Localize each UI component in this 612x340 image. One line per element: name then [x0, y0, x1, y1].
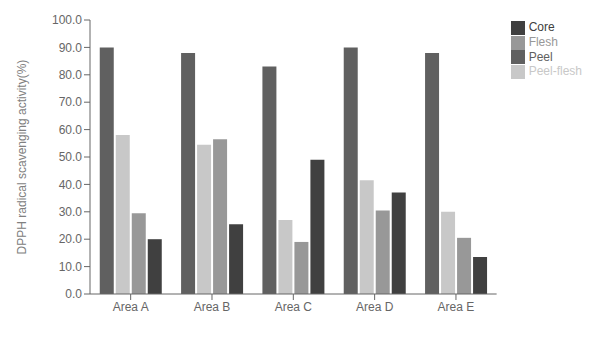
html-text:Peel: Peel	[528, 49, 553, 64]
svg-text:90.0: 90.0	[59, 41, 83, 55]
svg-text:Area B: Area B	[194, 300, 231, 314]
svg-text:Area A: Area A	[113, 300, 149, 314]
svg-text:20.0: 20.0	[59, 232, 83, 246]
html-text:Core: Core	[528, 20, 555, 34]
svg-text:60.0: 60.0	[59, 123, 83, 137]
svg-text:0.0: 0.0	[65, 287, 82, 301]
svg-text:80.0: 80.0	[59, 68, 83, 82]
html-text:Flesh: Flesh	[528, 34, 558, 49]
html-text:Peel-flesh: Peel-flesh	[528, 64, 582, 79]
svg-text:Area C: Area C	[275, 300, 313, 314]
svg-text:10.0: 10.0	[59, 260, 83, 274]
svg-text:70.0: 70.0	[59, 95, 83, 109]
svg-text:50.0: 50.0	[59, 150, 83, 164]
svg-text:Area E: Area E	[438, 300, 475, 314]
svg-text:Area D: Area D	[356, 300, 394, 314]
svg-text:DPPH radical scavenging activi: DPPH radical scavenging activity(%)	[15, 60, 29, 255]
svg-text:30.0: 30.0	[59, 205, 83, 219]
svg-text:100.0: 100.0	[52, 13, 82, 27]
svg-text:40.0: 40.0	[59, 178, 83, 192]
